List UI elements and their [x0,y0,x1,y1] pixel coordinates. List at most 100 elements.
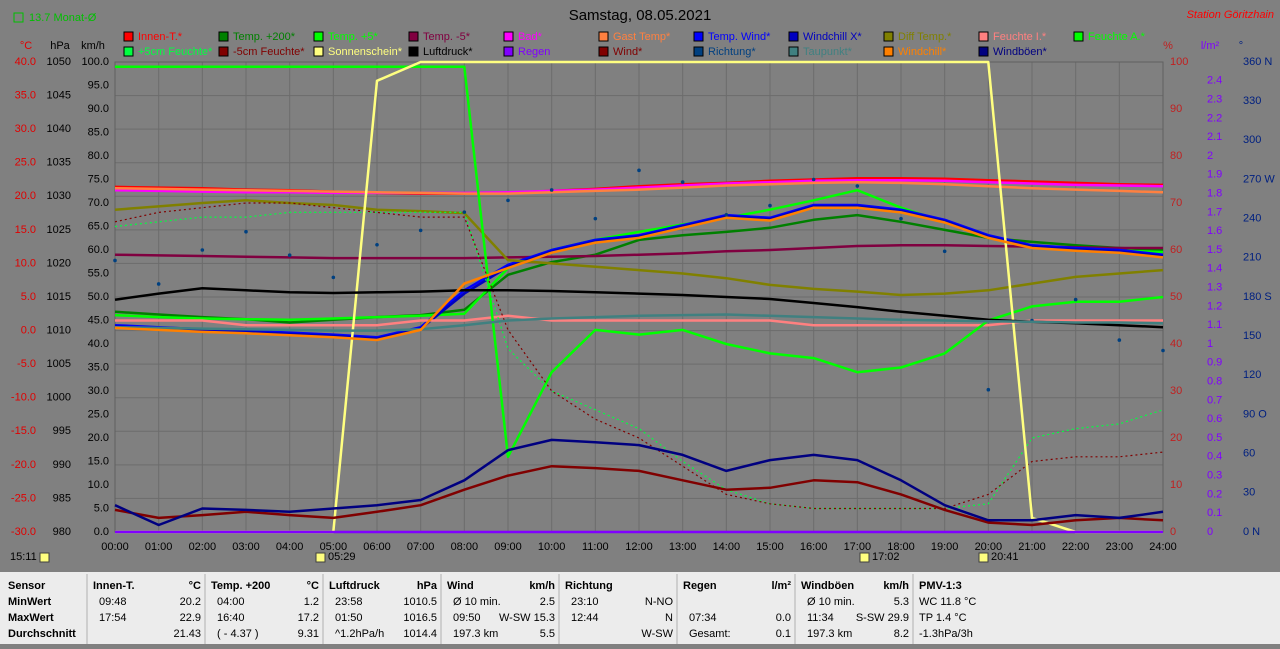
group-unit: km/h [883,580,909,592]
legend-label: Diff Temp.* [898,31,952,43]
x-tick-label: 10:00 [538,541,566,553]
table-cell: 07:34 [689,612,717,624]
legend-swatch [503,31,514,42]
y5-tick-label: 0.2 [1207,488,1222,500]
legend-label: Feuchte I.* [993,31,1047,43]
table-cell: Gesamt: [689,628,731,640]
x-tick-label: 23:00 [1106,541,1134,553]
x-tick-label: 13:00 [669,541,697,553]
series-line [115,314,1163,327]
legend-swatch [218,46,229,57]
table-cell: 23:10 [571,596,599,608]
legend-label: Temp. Wind* [708,31,771,43]
data-point [1073,297,1078,302]
y4-tick-label: 10 [1170,479,1182,491]
y2-tick-label: 1010 [47,324,71,336]
series-line [114,244,1163,260]
y6-tick-label: 120 [1243,369,1261,381]
data-point [113,258,117,263]
y5-tick-label: 1.4 [1207,263,1222,275]
axis-unit: % [1163,40,1173,52]
table-cell: -1.3hPa/3h [919,628,973,640]
marker-icon [978,552,989,563]
y6-tick-label: 0 N [1243,526,1260,538]
y2-tick-label: 1015 [47,291,71,303]
legend-label: +5cm Feuchte* [138,46,213,58]
table-cell: 11:34 [807,612,834,624]
data-point [1117,338,1122,342]
table-cell: 17:54 [99,612,127,624]
axis-unit: l/m² [1201,40,1220,52]
y3-tick-label: 85.0 [88,126,109,138]
legend-swatch [503,46,514,57]
station-name: Station Göritzhain [1187,9,1274,21]
data-point [244,229,248,234]
y6-tick-label: 150 [1243,330,1261,342]
table-cell: 1.2 [304,596,319,608]
data-point [986,387,991,392]
table-cell: N [665,612,673,624]
group-unit: l/m² [771,580,791,592]
group-unit: hPa [417,580,438,592]
table-cell: TP 1.4 °C [919,612,967,624]
y3-tick-label: 70.0 [88,197,109,209]
group-unit: km/h [529,580,555,592]
table-cell: 17.2 [298,612,319,624]
data-point [200,248,205,252]
y5-tick-label: 1.5 [1207,244,1222,256]
y5-tick-label: 0.8 [1207,376,1222,388]
x-tick-label: 18:00 [887,541,915,553]
table-cell: 0.1 [776,628,791,640]
y2-tick-label: 1035 [47,157,71,169]
group-name: Luftdruck [329,580,381,592]
data-point [855,184,860,188]
marker-icon [315,552,326,563]
y5-tick-label: 0.4 [1207,451,1222,463]
y6-tick-label: 300 [1243,134,1261,146]
group-name: Wind [447,580,474,592]
y6-tick-label: 60 [1243,448,1255,460]
x-tick-label: 21:00 [1018,541,1046,553]
y-tick-label: -25.0 [11,492,36,504]
y3-tick-label: 55.0 [88,267,109,279]
legend-label: Richtung* [708,46,756,58]
x-tick-label: 12:00 [625,541,653,553]
legend-swatch [408,31,419,42]
y5-tick-label: 0.6 [1207,413,1222,425]
table-cell: 1014.4 [403,628,437,640]
y3-tick-label: 95.0 [88,79,109,91]
table-cell: 16:40 [217,612,245,624]
legend-swatch [123,46,134,57]
table-cell: 09:48 [99,596,127,608]
table-cell: WC 11.8 °C [919,596,976,608]
series-line [114,178,1164,195]
y3-tick-label: 10.0 [88,479,109,491]
legend-label: Temp. +200* [233,31,296,43]
series-line [114,206,1164,342]
x-tick-label: 01:00 [145,541,173,553]
y4-tick-label: 100 [1170,56,1188,68]
y5-tick-label: 2.4 [1207,75,1222,87]
y5-tick-label: 1.3 [1207,282,1222,294]
legend-label: Windchill X* [803,31,862,43]
legend-swatch [788,46,799,57]
y3-tick-label: 45.0 [88,314,109,326]
y6-tick-label: 330 [1243,95,1261,107]
table-cell: 1016.5 [403,612,437,624]
y-tick-label: -5.0 [17,358,36,370]
legend-label: Taupunkt* [803,46,853,58]
y5-tick-label: 2 [1207,150,1213,162]
y-tick-label: 5.0 [21,291,36,303]
axis-unit: °C [20,40,32,52]
y4-tick-label: 60 [1170,244,1182,256]
data-point [418,228,423,233]
data-point [287,253,292,258]
x-tick-label: 17:00 [844,541,872,553]
data-point [942,249,947,254]
table-cell: 01:50 [335,612,363,624]
y3-tick-label: 65.0 [88,220,109,232]
table-cell: 09:50 [453,612,481,624]
x-tick-label: 16:00 [800,541,828,553]
x-tick-label: 14:00 [713,541,741,553]
x-tick-label: 24:00 [1149,541,1177,553]
